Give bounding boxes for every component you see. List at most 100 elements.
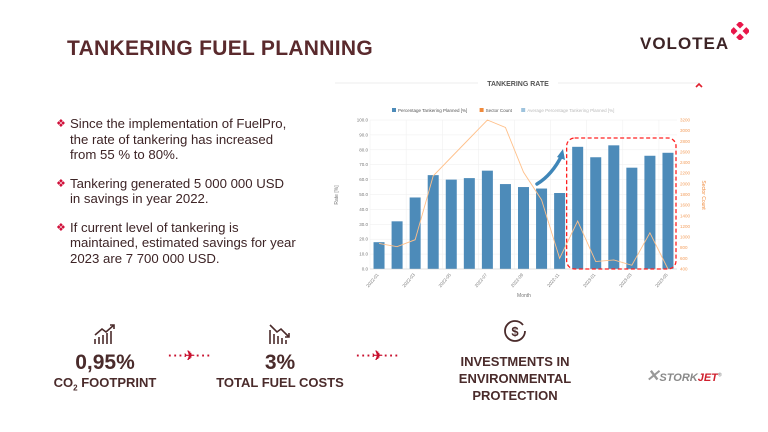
y2-tick-label: 1800 <box>680 192 691 197</box>
y2-tick-label: 1200 <box>680 224 691 229</box>
x-tick-label: 2023-03 <box>618 272 633 288</box>
stat-label: TOTAL FUEL COSTS <box>216 375 344 390</box>
y-tick-label: 90.0 <box>359 132 368 137</box>
tankering-rate-chart: TANKERING RATE Percentage Tankering Plan… <box>334 77 706 299</box>
y-tick-label: 70.0 <box>359 162 368 167</box>
x-axis-label: Month <box>517 293 531 299</box>
legend-swatch <box>479 108 484 112</box>
bar <box>572 146 584 269</box>
trend-arrow-icon <box>535 153 564 186</box>
y2-tick-label: 1000 <box>680 235 691 240</box>
y2-tick-label: 800 <box>680 245 688 250</box>
bullet-diamond-icon: ❖ <box>56 118 66 130</box>
legend-swatch <box>392 108 396 112</box>
dollar-circle-icon: $ <box>504 320 526 342</box>
y2-tick-label: 400 <box>680 267 688 272</box>
bar <box>445 179 457 269</box>
bullet-text: If current level of tankering is maintai… <box>70 219 296 266</box>
y-tick-label: 0.0 <box>362 267 369 272</box>
y-tick-label: 30.0 <box>359 222 368 227</box>
y-tick-label: 100.0 <box>357 118 369 123</box>
bar <box>626 167 638 269</box>
y2-tick-label: 2400 <box>680 160 691 165</box>
volotea-logo: VOLOTEA <box>640 22 750 54</box>
y2-tick-label: 2800 <box>680 139 691 144</box>
bar <box>499 184 511 269</box>
y2-tick-label: 3200 <box>680 118 691 123</box>
bar <box>463 178 475 269</box>
stat-label: CO2 FOOTPRINT <box>53 375 157 393</box>
stat-fuel-costs: 3% TOTAL FUEL COSTS <box>210 322 350 390</box>
y-tick-label: 50.0 <box>359 192 368 197</box>
bar <box>554 193 566 269</box>
highlight-box <box>565 137 677 270</box>
logo-text: VOLOTEA <box>640 34 730 53</box>
plane-connector-icon: ···✈··· <box>356 348 400 363</box>
legend-swatch <box>521 108 526 112</box>
svg-text:$: $ <box>511 324 519 339</box>
x-tick-label: 2022-01 <box>365 272 380 288</box>
bar <box>481 170 493 269</box>
x-tick-label: 2023-05 <box>654 272 669 288</box>
bar <box>518 187 529 269</box>
x-tick-label: 2022-07 <box>474 272 489 288</box>
chart-legend: Percentage Tankering Planned [%] Sector C… <box>392 108 614 113</box>
x-tick-label: 2022-09 <box>510 272 525 288</box>
bar <box>644 155 656 269</box>
y2-tick-label: 2200 <box>680 171 691 176</box>
x-tick-label: 2022-03 <box>401 272 416 288</box>
bullet-item: ❖ Since the implementation of FuelPro, th… <box>56 116 296 163</box>
stat-co2: 0,95% CO2 FOOTPRINT <box>40 322 170 393</box>
trend-arrowhead <box>557 149 565 160</box>
bullet-text: Tankering generated 5 000 000 USD in sav… <box>70 175 285 207</box>
bar <box>662 152 674 269</box>
y-axis-label: Rate [%] <box>334 185 340 205</box>
legend-item: Sector Count <box>486 108 513 113</box>
storkjet-logo: ✕STORKJET® <box>646 368 722 385</box>
y-tick-label: 10.0 <box>359 252 368 257</box>
bullet-diamond-icon: ❖ <box>56 221 66 234</box>
legend-item: Percentage Tankering Planned [%] <box>398 108 467 113</box>
y-tick-label: 60.0 <box>359 177 368 182</box>
x-tick-label: 2022-11 <box>546 272 561 288</box>
y-tick-label: 40.0 <box>359 207 368 212</box>
plane-connector-icon: ···✈··· <box>168 348 212 363</box>
bullet-text: Since the implementation of FuelPro, the… <box>70 116 287 162</box>
sector-count-line <box>378 119 669 270</box>
y-tick-label: 20.0 <box>359 237 368 242</box>
x-tick-label: 2023-01 <box>582 272 597 288</box>
page-title: TANKERING FUEL PLANNING <box>67 37 373 60</box>
bar <box>427 175 439 269</box>
bullet-diamond-icon: ❖ <box>56 177 66 190</box>
bullet-list: ❖ Since the implementation of FuelPro, th… <box>56 116 296 279</box>
x-tick-label: 2022-05 <box>438 272 453 288</box>
stat-value: 0,95% <box>75 351 135 374</box>
chart-up-icon <box>94 324 115 344</box>
bar <box>373 242 385 269</box>
bullet-item: ❖ Tankering generated 5 000 000 USD in sa… <box>56 176 296 207</box>
y-tick-label: 80.0 <box>359 147 368 152</box>
logo-diamond-icon <box>731 22 750 40</box>
y2-axis-label: Sector Count <box>700 180 706 210</box>
y2-tick-label: 1400 <box>680 213 691 218</box>
y2-tick-label: 3000 <box>680 128 691 133</box>
y2-tick-label: 2600 <box>680 149 691 154</box>
y2-tick-label: 2000 <box>680 181 691 186</box>
bar <box>536 188 548 269</box>
collapse-chevron-icon[interactable] <box>695 82 703 88</box>
y2-tick-label: 1600 <box>680 203 691 208</box>
stat-label: PROTECTION <box>472 388 558 403</box>
stat-label: INVESTMENTS IN <box>460 354 570 369</box>
legend-item: Average Percentage Tankering Planned [%] <box>527 108 614 113</box>
chart-down-icon <box>269 324 290 344</box>
stat-value: 3% <box>264 351 296 374</box>
bar <box>391 221 403 269</box>
y2-tick-label: 600 <box>680 256 688 261</box>
bullet-item: ❖ If current level of tankering is mainta… <box>56 220 296 267</box>
bar <box>409 197 421 269</box>
stat-label: ENVIRONMENTAL <box>458 371 572 386</box>
bar <box>608 145 620 269</box>
chart-title: TANKERING RATE <box>487 81 549 88</box>
stat-investments: $ INVESTMENTS IN ENVIRONMENTAL PROTECTION <box>440 318 590 404</box>
bar <box>590 157 602 269</box>
